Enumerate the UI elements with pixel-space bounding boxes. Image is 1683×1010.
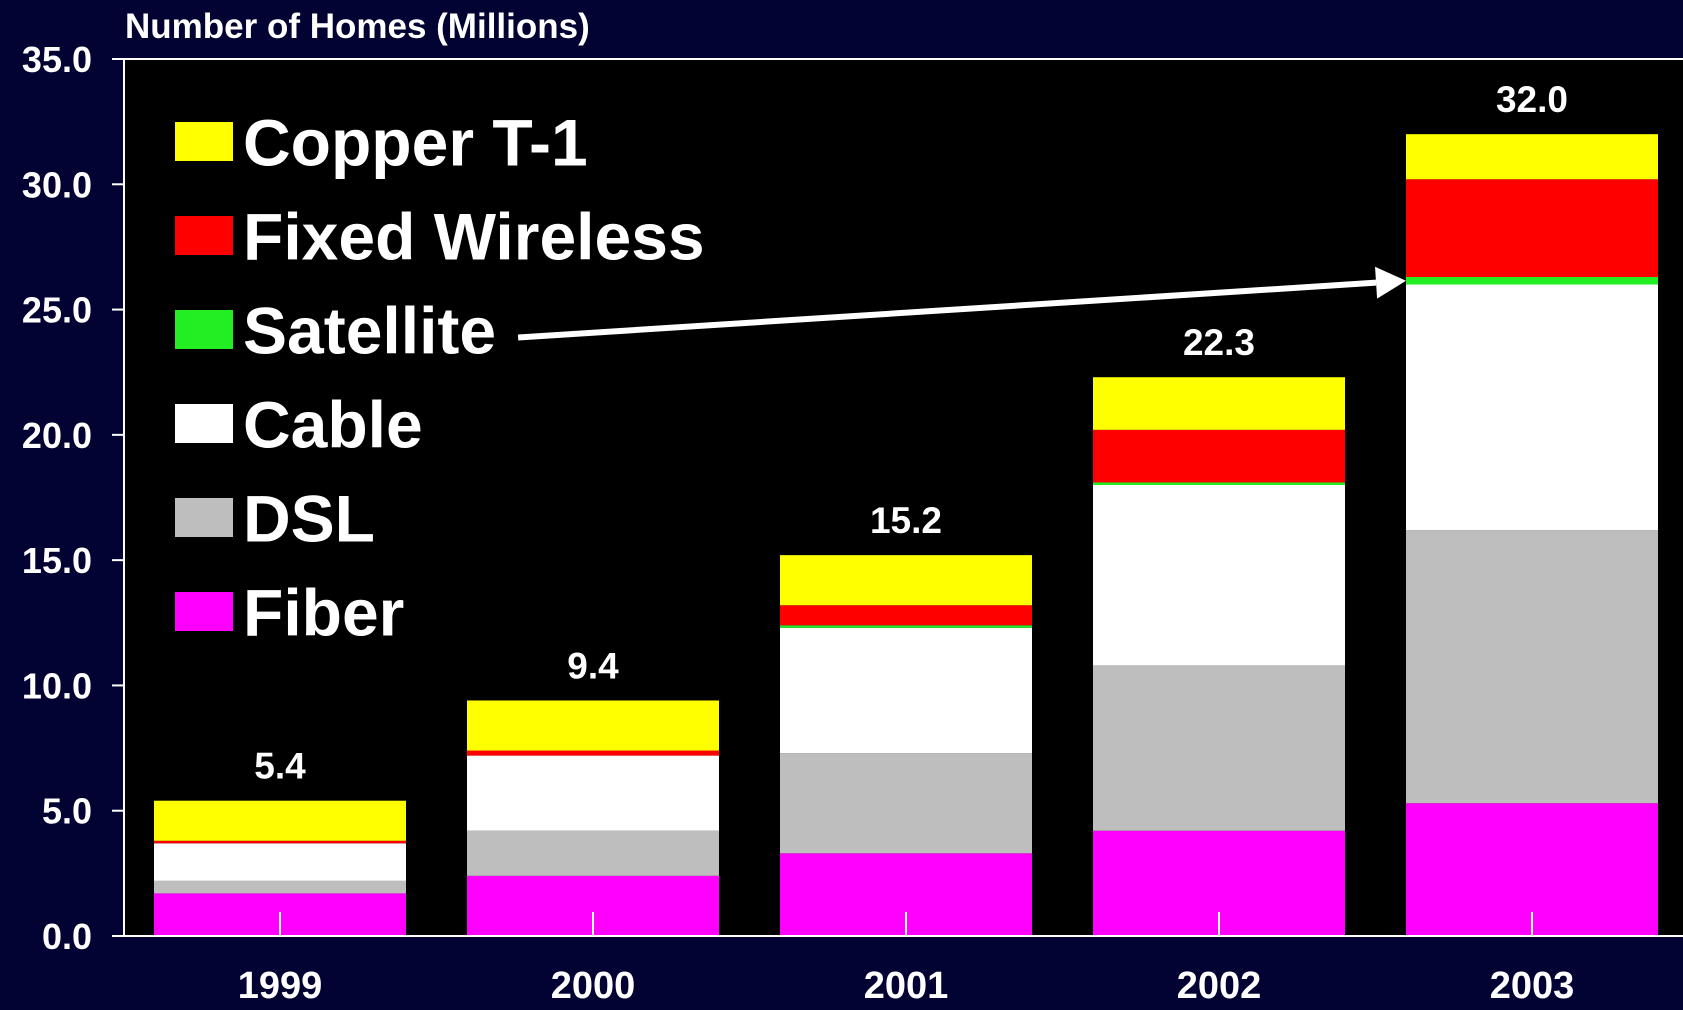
y-tick-label-30-0: 30.0 [22,164,92,205]
y-tick-label-5-0: 5.0 [42,791,92,832]
bar-segment-copper-t-1-2002 [1093,377,1345,430]
y-tick-label-25-0: 25.0 [22,290,92,331]
legend-swatch-copper-t-1 [175,122,233,161]
y-tick-label-20-0: 20.0 [22,415,92,456]
bar-segment-satellite-2001 [780,625,1032,628]
bar-segment-copper-t-1-2000 [467,700,719,751]
y-tick-label-0-0: 0.0 [42,916,92,957]
axes-layer: 1999 2000 2001 2002 2003 0.0 5.0 10.0 15.0 20.0 25… [22,39,1683,1007]
bar-segment-dsl-2003 [1406,530,1658,804]
bar-segment-fixed-wireless-2002 [1093,429,1345,483]
bar-segment-fixed-wireless-2000 [467,750,719,756]
y-tick-label-10-0: 10.0 [22,665,92,706]
bar-segment-fixed-wireless-1999 [154,840,406,844]
bar-segment-copper-t-1-2001 [780,555,1032,606]
bars-layer: 5.4 9.4 15.2 22.3 32.0 [154,79,1658,936]
bar-segment-satellite-2003 [1406,276,1658,285]
bar-segment-cable-2000 [467,755,719,831]
bar-segment-fixed-wireless-2001 [780,605,1032,626]
bar-segment-cable-2002 [1093,484,1345,666]
legend-swatch-satellite [175,310,233,349]
bar-segment-copper-t-1-2003 [1406,134,1658,180]
legend-swatch-cable [175,404,233,443]
annotations-layer [517,266,1406,341]
legend-label-copper-t-1: Copper T-1 [243,106,588,180]
bar-segment-dsl-2002 [1093,665,1345,831]
chart-title: Number of Homes (Millions) [125,7,590,46]
total-label-2002: 22.3 [1183,322,1255,363]
bar-segment-cable-2003 [1406,284,1658,531]
x-tick-label-2002: 2002 [1177,965,1262,1005]
total-label-2000: 9.4 [567,645,619,686]
bar-segment-cable-2001 [780,627,1032,754]
bar-segment-fixed-wireless-2003 [1406,179,1658,277]
x-tick-label-2001: 2001 [864,965,949,1005]
x-tick-label-2003: 2003 [1490,965,1575,1005]
legend-label-fixed-wireless: Fixed Wireless [243,200,705,274]
x-tick-label-2000: 2000 [551,965,636,1005]
bar-segment-dsl-2000 [467,830,719,876]
total-label-2003: 32.0 [1496,79,1568,120]
legend-label-satellite: Satellite [243,294,496,368]
total-label-2001: 15.2 [870,500,942,541]
y-tick-label-15-0: 15.0 [22,540,92,581]
annotation-arrow-line [517,279,1377,341]
annotation-arrowhead [1375,266,1406,299]
y-tick-label-35-0: 35.0 [22,39,92,80]
bar-segment-cable-1999 [154,843,406,881]
x-tick-label-1999: 1999 [238,965,323,1005]
total-label-1999: 5.4 [254,746,306,787]
legend-swatch-fiber [175,592,233,631]
legend-swatch-fixed-wireless [175,216,233,255]
bar-segment-copper-t-1-1999 [154,800,406,841]
legend-label-dsl: DSL [243,482,375,556]
legend-label-fiber: Fiber [243,576,404,650]
legend: Copper T-1 Fixed Wireless Satellite Cable DS… [175,106,705,650]
bar-segment-satellite-2002 [1093,482,1345,485]
bar-segment-dsl-2001 [780,753,1032,854]
legend-swatch-dsl [175,498,233,537]
legend-label-cable: Cable [243,388,423,462]
bar-segment-dsl-1999 [154,880,406,894]
